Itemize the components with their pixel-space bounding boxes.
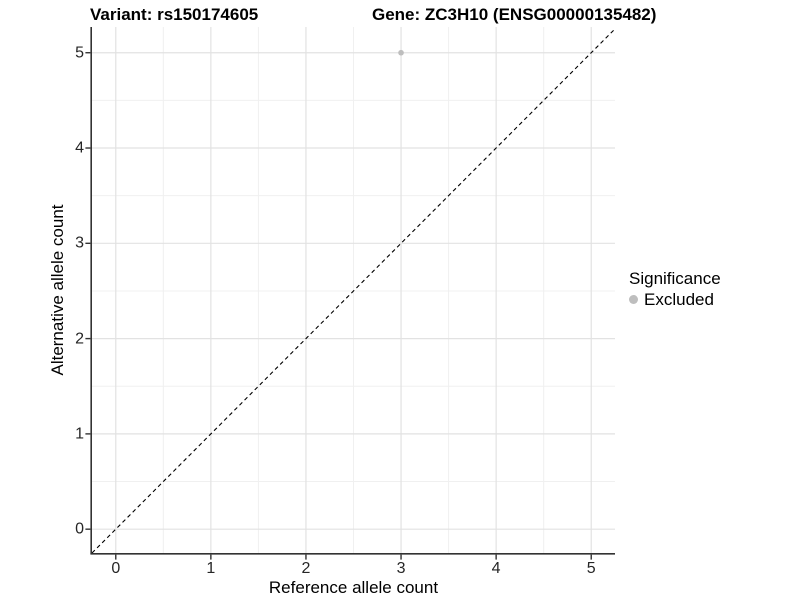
legend: Significance Excluded [629, 269, 721, 309]
gene-title: Gene: ZC3H10 (ENSG00000135482) [372, 5, 657, 24]
excluded-dot-icon [629, 295, 638, 304]
variant-title: Variant: rs150174605 [90, 5, 259, 24]
legend-item-excluded: Excluded [629, 290, 721, 309]
x-tick-label: 4 [491, 560, 501, 577]
y-tick-label: 0 [75, 520, 84, 538]
y-tick-label: 1 [75, 425, 84, 443]
y-tick-label: 3 [75, 234, 84, 252]
data-point-excluded [398, 49, 404, 56]
x-tick-label: 5 [586, 560, 596, 577]
x-tick-label: 1 [206, 560, 216, 577]
legend-title: Significance [629, 269, 721, 288]
x-tick-label: 2 [301, 560, 311, 577]
y-tick-label: 5 [75, 44, 84, 62]
y-tick-label: 4 [75, 139, 84, 157]
x-tick-label: 0 [111, 560, 121, 577]
identity-reference-line [91, 28, 616, 554]
x-axis-title: Reference allele count [268, 578, 439, 597]
y-axis-title: Alternative allele count [48, 204, 67, 376]
x-tick-label: 3 [396, 560, 406, 577]
legend-item-label: Excluded [644, 290, 714, 309]
y-tick-label: 2 [75, 330, 84, 348]
